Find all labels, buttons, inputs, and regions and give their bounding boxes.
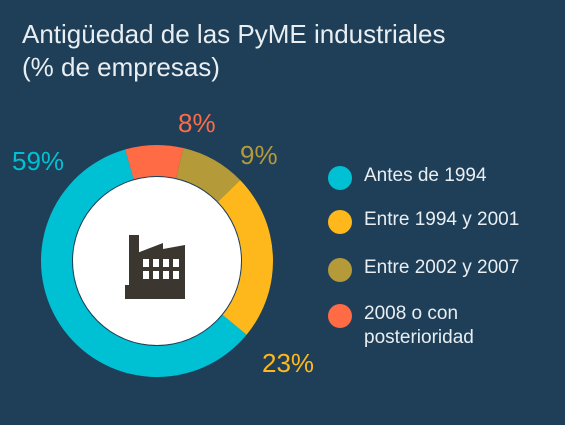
legend-swatch [328, 210, 352, 234]
legend-label: 2008 o con posterioridad [364, 303, 474, 348]
slice-percent-label: 8% [178, 108, 216, 138]
legend-label: Antes de 1994 [364, 165, 487, 186]
legend-swatch [328, 304, 352, 328]
legend-swatch [328, 166, 352, 190]
legend-label: Entre 1994 y 2001 [364, 209, 520, 230]
chart-title: Antigüedad de las PyME industriales (% d… [22, 18, 445, 84]
legend-swatch [328, 258, 352, 282]
factory-icon [125, 235, 185, 299]
donut-slice [176, 148, 241, 202]
title-line-2: (% de empresas) [22, 52, 220, 82]
slice-percent-label: 9% [240, 140, 278, 170]
donut-slice [125, 145, 184, 180]
legend-label: Entre 2002 y 2007 [364, 257, 520, 278]
slice-percent-label: 59% [12, 146, 65, 176]
slice-percent-label: 23% [262, 348, 315, 378]
donut-slice [41, 149, 247, 377]
title-line-1: Antigüedad de las PyME industriales [22, 19, 446, 49]
donut-slice [217, 180, 273, 335]
